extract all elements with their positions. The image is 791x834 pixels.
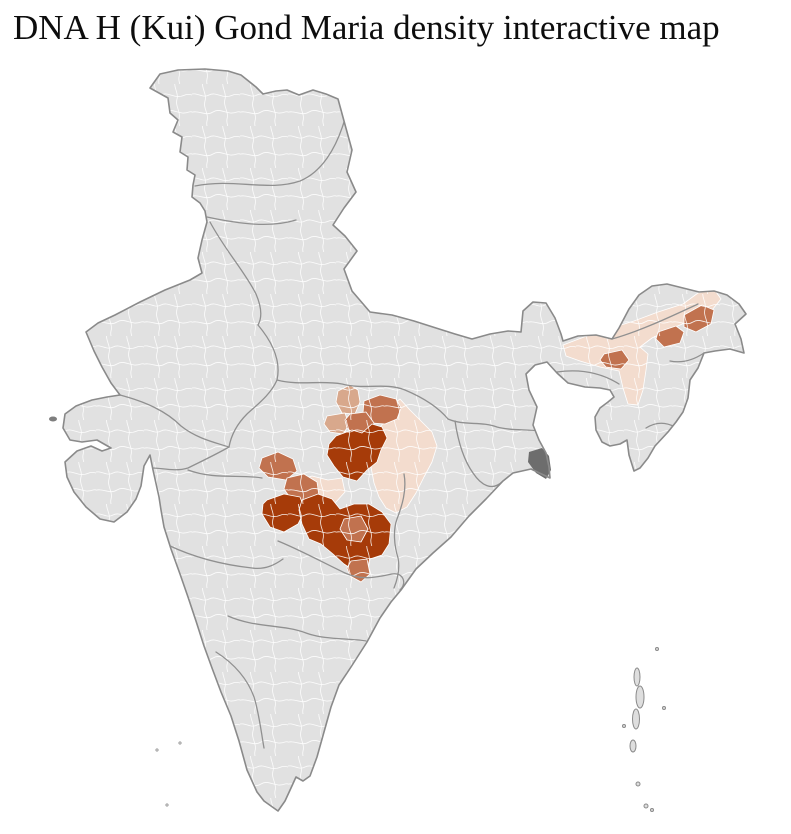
- island[interactable]: [633, 667, 641, 687]
- state-border-line: [167, 544, 284, 570]
- island[interactable]: [635, 781, 641, 787]
- state-border-line: [187, 469, 263, 479]
- state-border-line: [393, 473, 406, 589]
- state-border-line: [206, 216, 297, 226]
- state-border-line: [209, 221, 262, 326]
- island[interactable]: [178, 741, 182, 745]
- island[interactable]: [165, 803, 169, 807]
- page-title: DNA H (Kui) Gond Maria density interacti…: [13, 8, 720, 47]
- island[interactable]: [155, 748, 159, 752]
- lakshadweep-islands[interactable]: [155, 741, 182, 807]
- island[interactable]: [662, 706, 666, 710]
- state-border-line: [194, 121, 345, 187]
- state-border-line: [277, 540, 405, 591]
- kutch-islet[interactable]: [49, 416, 57, 422]
- state-border-line: [152, 446, 230, 471]
- state-border-line: [227, 615, 367, 642]
- state-border-line: [276, 379, 449, 420]
- state-border-line: [611, 303, 699, 340]
- state-border-line: [454, 420, 504, 488]
- state-border-line: [119, 394, 230, 448]
- island[interactable]: [643, 803, 649, 809]
- state-border-line: [228, 324, 279, 448]
- state-border-line: [669, 352, 705, 363]
- island[interactable]: [635, 685, 645, 709]
- state-border-line: [447, 418, 540, 432]
- island[interactable]: [629, 739, 637, 753]
- state-border-line: [556, 370, 620, 385]
- state-border-line: [215, 651, 265, 749]
- sundarbans-delta: [528, 448, 551, 479]
- andaman-nicobar-islands[interactable]: [622, 647, 666, 812]
- island[interactable]: [632, 708, 640, 730]
- state-borders: [119, 121, 705, 749]
- island[interactable]: [650, 808, 654, 812]
- district-boundaries-overlay: [63, 69, 746, 811]
- island[interactable]: [655, 647, 659, 651]
- island[interactable]: [622, 724, 626, 728]
